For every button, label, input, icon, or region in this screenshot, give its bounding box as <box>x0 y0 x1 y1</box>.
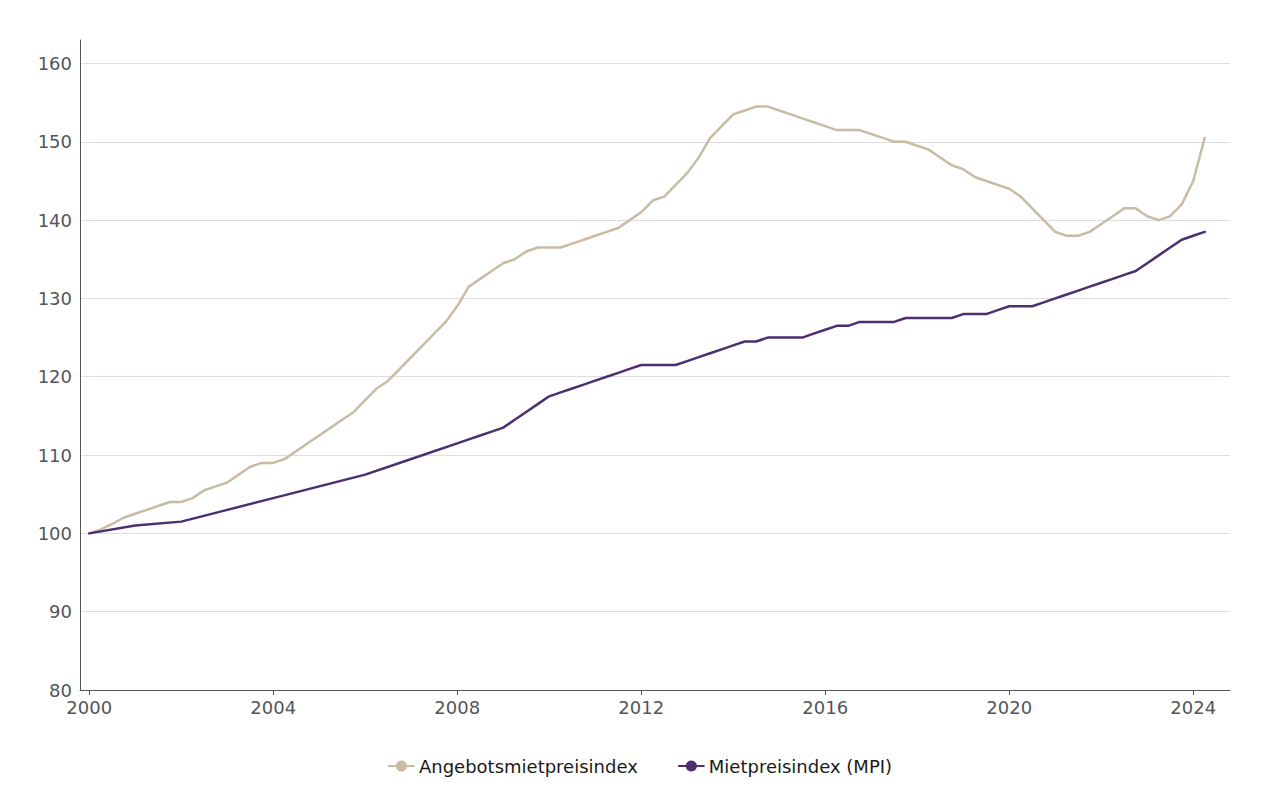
svg-text:110: 110 <box>38 445 72 466</box>
svg-text:140: 140 <box>38 210 72 231</box>
svg-text:2020: 2020 <box>986 697 1032 718</box>
svg-text:2012: 2012 <box>618 697 664 718</box>
svg-text:90: 90 <box>49 601 72 622</box>
svg-text:130: 130 <box>38 288 72 309</box>
svg-text:Mietpreisindex (MPI): Mietpreisindex (MPI) <box>709 756 892 777</box>
svg-text:Angebotsmietpreisindex: Angebotsmietpreisindex <box>419 756 638 777</box>
svg-text:2016: 2016 <box>802 697 848 718</box>
svg-text:2008: 2008 <box>434 697 480 718</box>
svg-text:2024: 2024 <box>1170 697 1216 718</box>
svg-text:2004: 2004 <box>250 697 296 718</box>
svg-text:160: 160 <box>38 53 72 74</box>
svg-text:120: 120 <box>38 366 72 387</box>
svg-text:2000: 2000 <box>66 697 112 718</box>
svg-text:150: 150 <box>38 131 72 152</box>
svg-text:100: 100 <box>38 523 72 544</box>
svg-text:80: 80 <box>49 679 72 701</box>
